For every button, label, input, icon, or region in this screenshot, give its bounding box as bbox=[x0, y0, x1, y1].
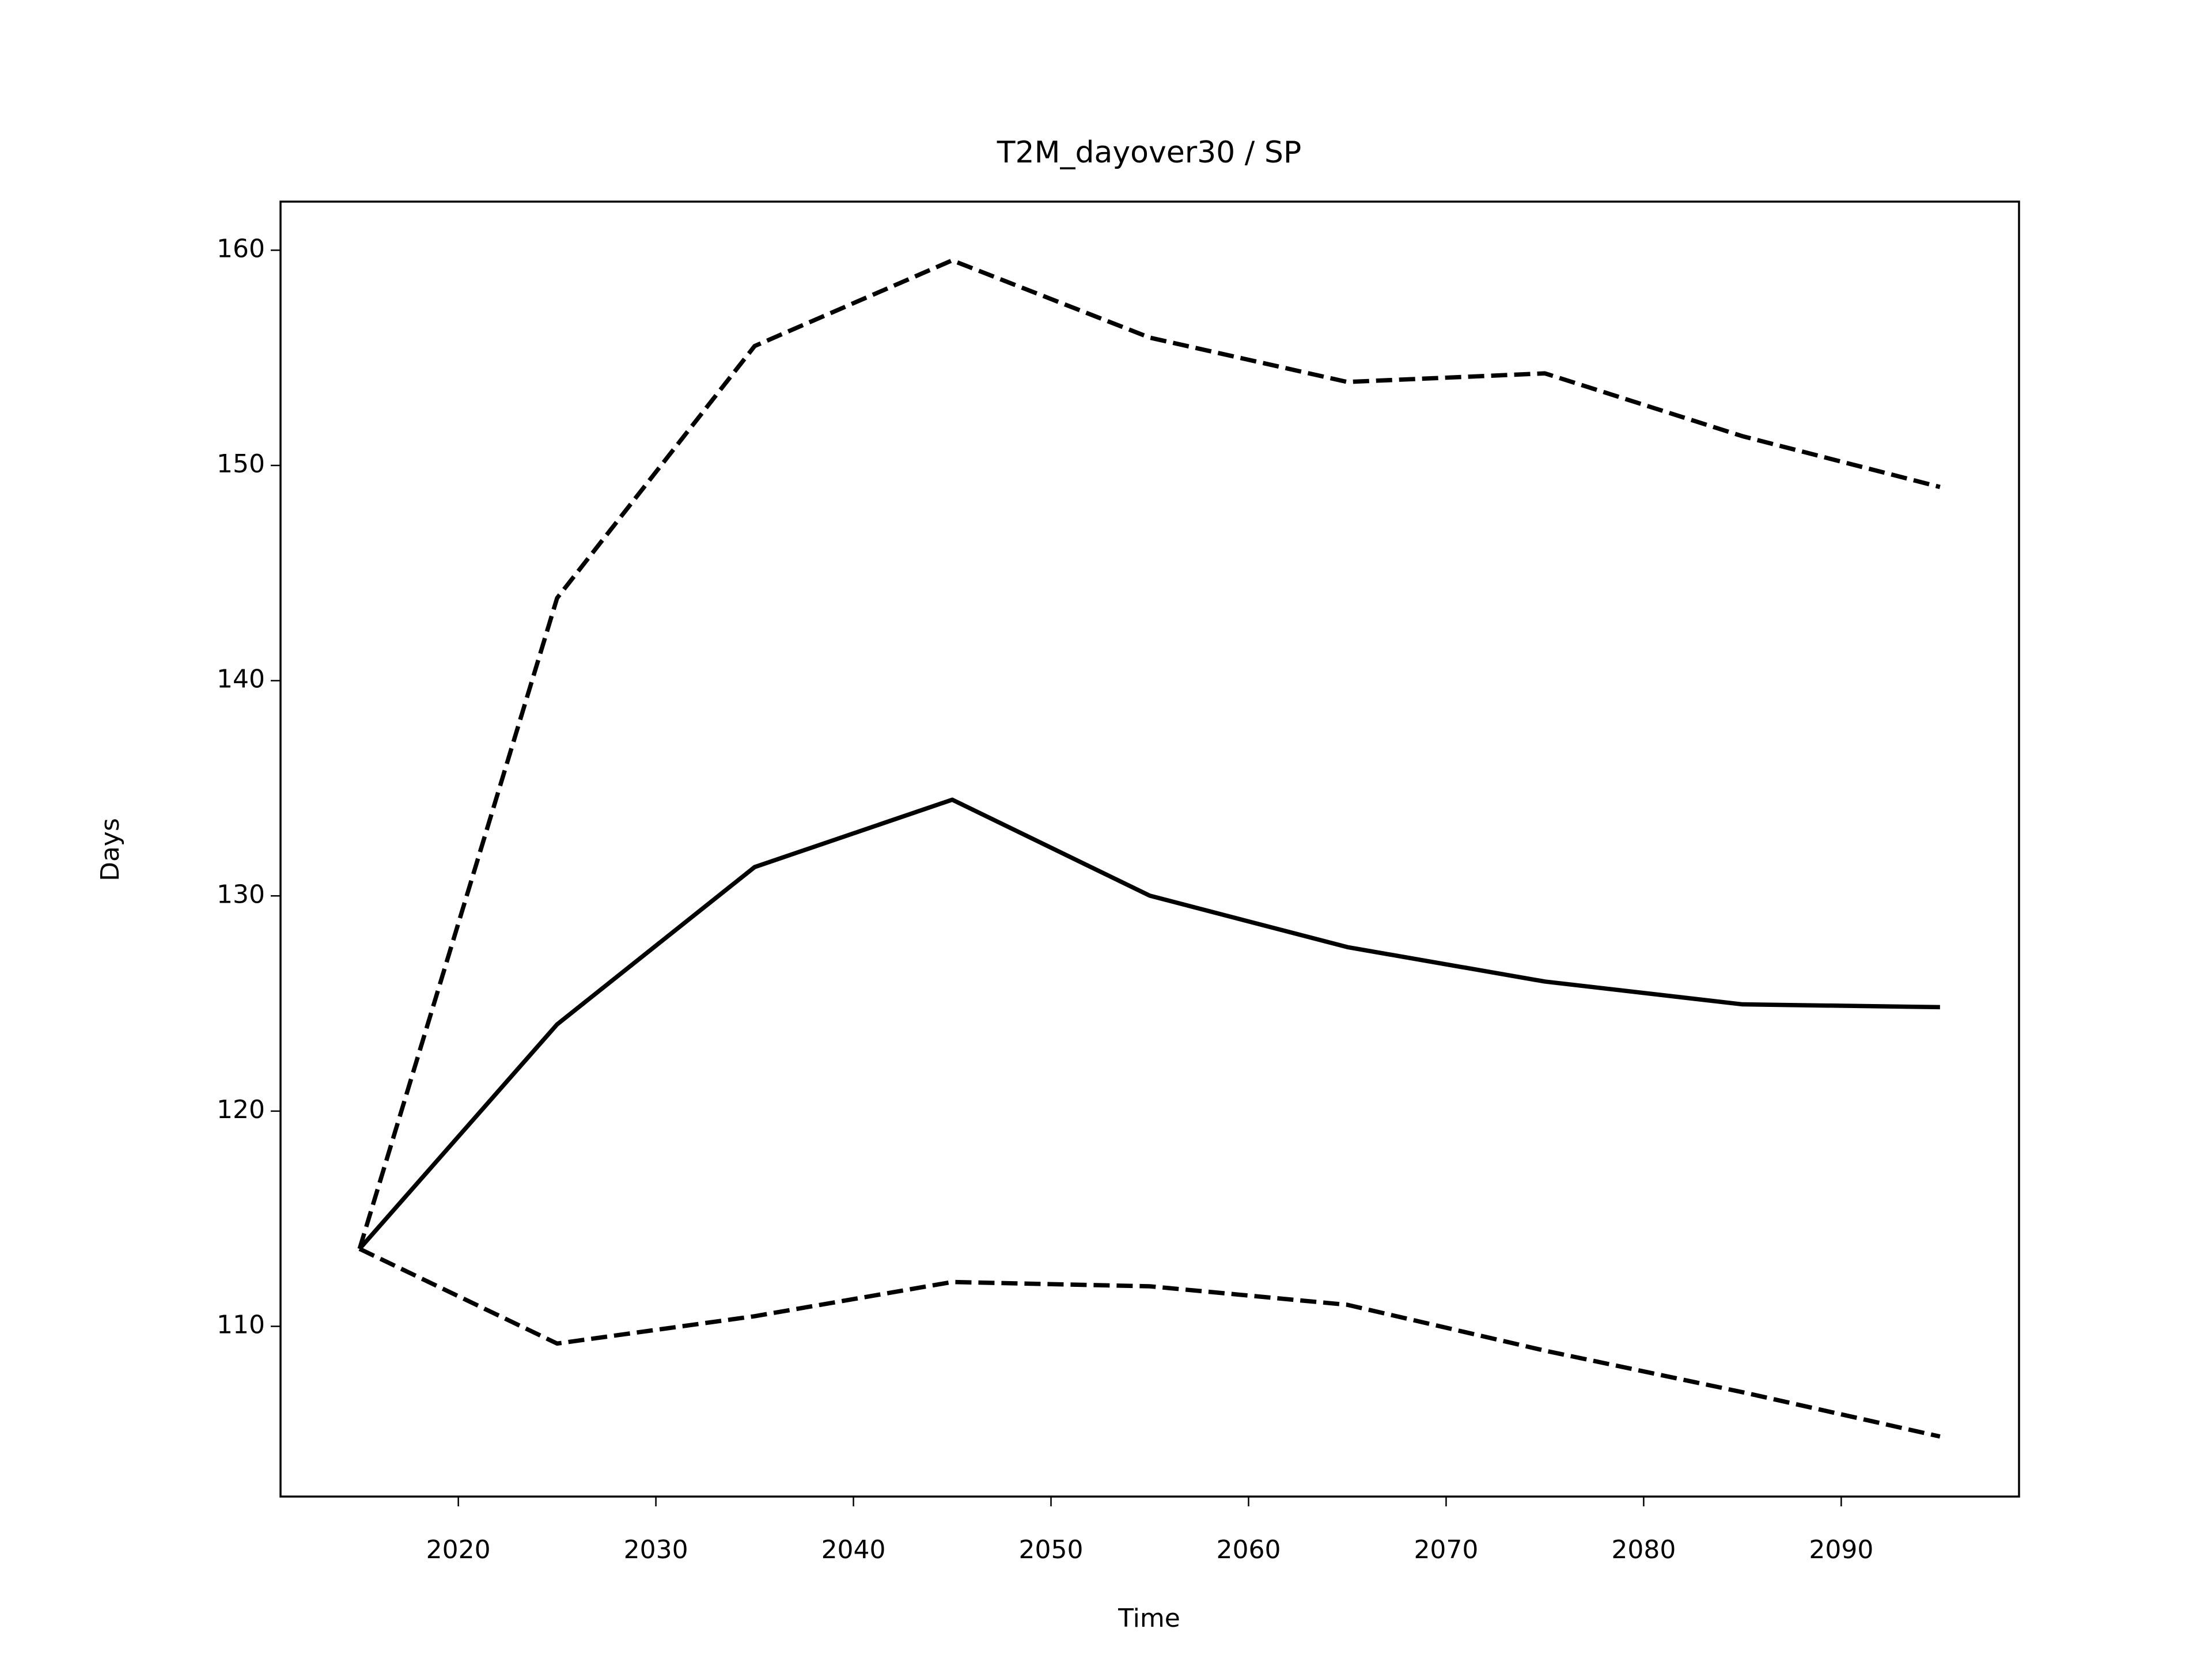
x-tick-label: 2050 bbox=[1019, 1535, 1084, 1565]
y-tick-label: 120 bbox=[217, 1095, 265, 1124]
y-tick-label: 130 bbox=[217, 880, 265, 909]
series-line bbox=[357, 258, 1941, 1250]
x-tick-label: 2080 bbox=[1611, 1535, 1676, 1565]
x-tick-label: 2040 bbox=[821, 1535, 886, 1565]
x-tick-label: 2090 bbox=[1809, 1535, 1873, 1565]
y-tick-label: 140 bbox=[217, 665, 265, 694]
x-tick-label: 2070 bbox=[1414, 1535, 1478, 1565]
y-tick-label: 150 bbox=[217, 449, 265, 479]
y-tick-label: 110 bbox=[217, 1310, 265, 1339]
plot-frame bbox=[279, 200, 2020, 1498]
series-line bbox=[358, 797, 1940, 1251]
y-tick-label: 160 bbox=[217, 234, 265, 263]
series-line bbox=[358, 1247, 1941, 1439]
x-axis-label: Time bbox=[1118, 1604, 1180, 1633]
chart-title: T2M_dayover30 / SP bbox=[997, 135, 1301, 170]
x-tick-label: 2020 bbox=[426, 1535, 491, 1565]
x-tick-label: 2030 bbox=[624, 1535, 688, 1565]
x-tick-label: 2060 bbox=[1216, 1535, 1281, 1565]
y-axis-label: Days bbox=[96, 818, 125, 881]
